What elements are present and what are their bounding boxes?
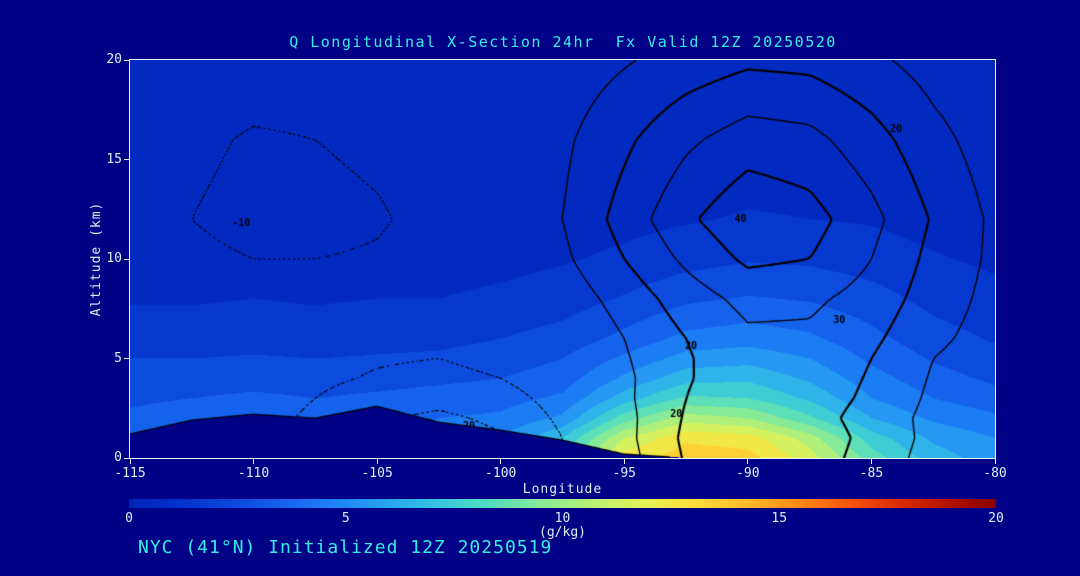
x-tick-label: -95 bbox=[612, 466, 637, 481]
y-tick-label: 0 bbox=[114, 450, 122, 465]
colorbar-unit-label: (g/kg) bbox=[539, 525, 586, 540]
x-tick-mark bbox=[994, 458, 996, 464]
cross-section-plot-canvas bbox=[130, 60, 995, 458]
colorbar-tick-label: 0 bbox=[125, 511, 133, 526]
colorbar-tick-label: 15 bbox=[771, 511, 788, 526]
x-tick-mark bbox=[747, 458, 749, 464]
colorbar-wrap: 0 5 10 15 20 bbox=[125, 499, 1004, 539]
x-tick-mark bbox=[500, 458, 502, 464]
colorbar-gradient bbox=[129, 499, 996, 508]
x-tick-label: -100 bbox=[485, 466, 517, 481]
x-tick-label: -110 bbox=[237, 466, 270, 481]
y-tick-label: 15 bbox=[106, 151, 122, 167]
x-tick-mark bbox=[253, 458, 255, 464]
y-tick-label: 5 bbox=[114, 350, 122, 366]
y-axis-label: Altitude (km) bbox=[89, 201, 104, 317]
x-axis-label: Longitude bbox=[522, 482, 603, 497]
colorbar-tick-label: 10 bbox=[554, 511, 571, 526]
x-tick-label: -80 bbox=[983, 466, 1007, 481]
x-tick-mark bbox=[870, 458, 872, 464]
colorbar-tick-label: 5 bbox=[341, 511, 350, 526]
chart-title: Q Longitudinal X-Section 24hr Fx Valid 1… bbox=[289, 33, 837, 51]
y-tick-label: 20 bbox=[106, 52, 122, 67]
x-tick-label: -90 bbox=[736, 466, 760, 481]
x-tick-label: -105 bbox=[361, 466, 393, 481]
init-info-text: NYC (41°N) Initialized 12Z 20250519 bbox=[138, 537, 553, 558]
colorbar-tick-label: 20 bbox=[988, 511, 1004, 526]
x-tick-mark bbox=[376, 458, 378, 464]
x-tick-mark bbox=[129, 458, 131, 464]
x-tick-mark bbox=[623, 458, 625, 464]
x-tick-label: -115 bbox=[114, 466, 146, 481]
x-tick-label: -85 bbox=[859, 466, 884, 481]
